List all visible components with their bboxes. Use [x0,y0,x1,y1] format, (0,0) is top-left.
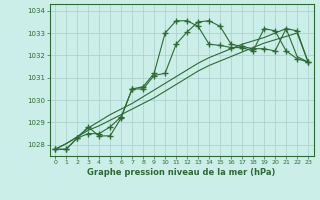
X-axis label: Graphe pression niveau de la mer (hPa): Graphe pression niveau de la mer (hPa) [87,168,276,177]
